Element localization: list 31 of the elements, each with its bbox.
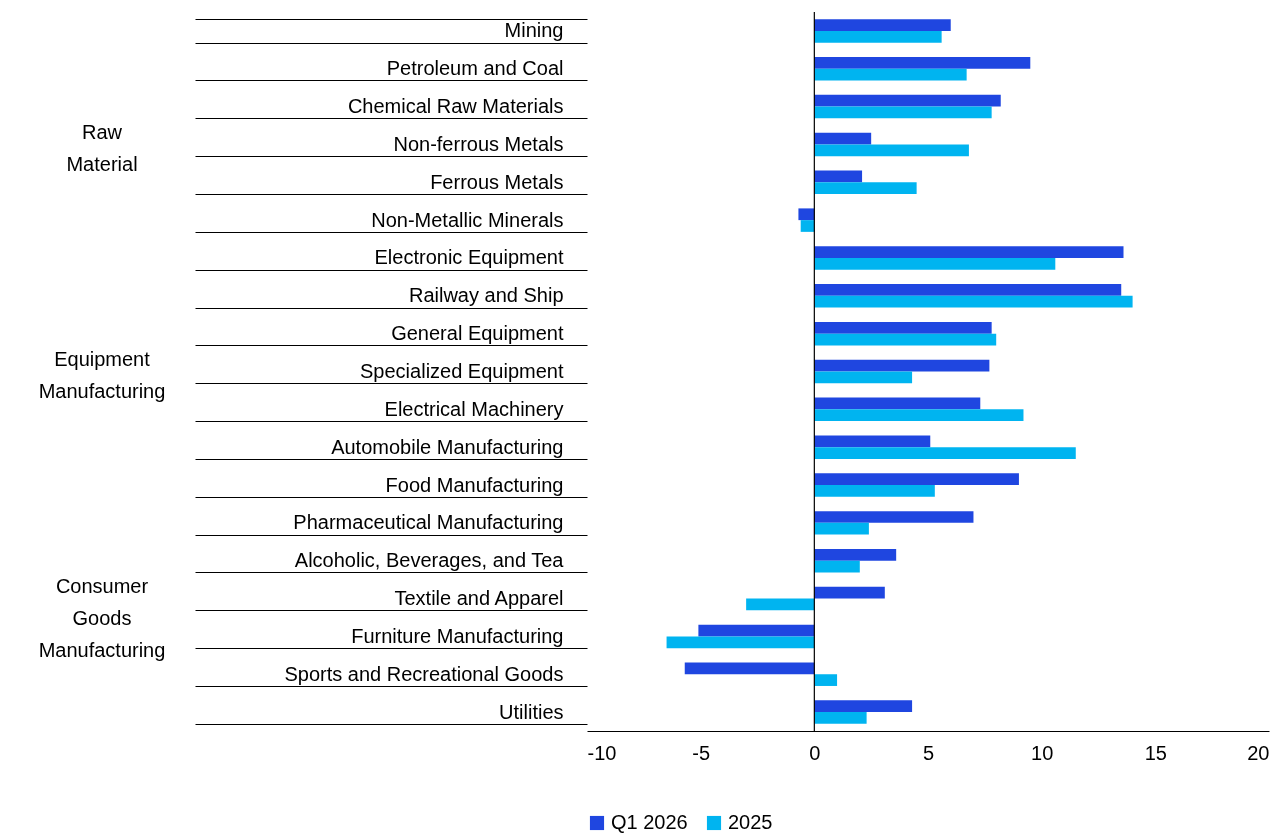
y-tick-label: Alcoholic, Beverages, and Tea [294,549,565,572]
x-tick-label: -5 [692,741,711,764]
y-tick-label: Food Manufacturing [385,473,564,496]
y-tick-label: Utilities [499,700,564,723]
x-tick-label: 0 [809,741,821,764]
legend-label: Q1 2026 [611,811,688,833]
y-tick-label: Specialized Equipment [360,360,564,382]
y-tick-label: Electronic Equipment [374,246,564,269]
y-tick-label: Ferrous Metals [430,170,564,193]
x-tick-label: 5 [922,741,935,764]
x-tick-label: 10 [1031,741,1054,764]
y-tick-label: Pharmaceutical Manufacturing [293,511,564,534]
y-tick-label: Sports and Recreational Goods [284,662,564,685]
text: Consumer Goods Manufacturing [38,574,166,661]
y-tick-label: Non-Metallic Minerals [371,208,564,231]
x-tick-label: -10 [587,741,617,764]
y-tick-label: Railway and Ship [408,284,564,307]
y-tick-label: Textile and Apparel [394,587,564,610]
y-tick-label: Electrical Machinery [384,397,564,420]
x-tick-label: 20 [1247,741,1270,764]
y-tick-label: Furniture Manufacturing [351,624,564,647]
y-tick-label: Chemical Raw Materials [347,95,564,118]
y-tick-label: Mining [504,19,564,42]
text: Raw Material [66,120,138,175]
y-tick-label: Non-ferrous Metals [393,132,564,155]
x-tick-label: 15 [1144,741,1167,764]
legend-label: 2025 [728,811,773,833]
y-tick-label: Automobile Manufacturing [331,435,564,458]
text: Equipment Manufacturing [38,347,166,402]
y-tick-label: General Equipment [391,322,564,345]
y-tick-label: Petroleum and Coal [386,57,564,80]
